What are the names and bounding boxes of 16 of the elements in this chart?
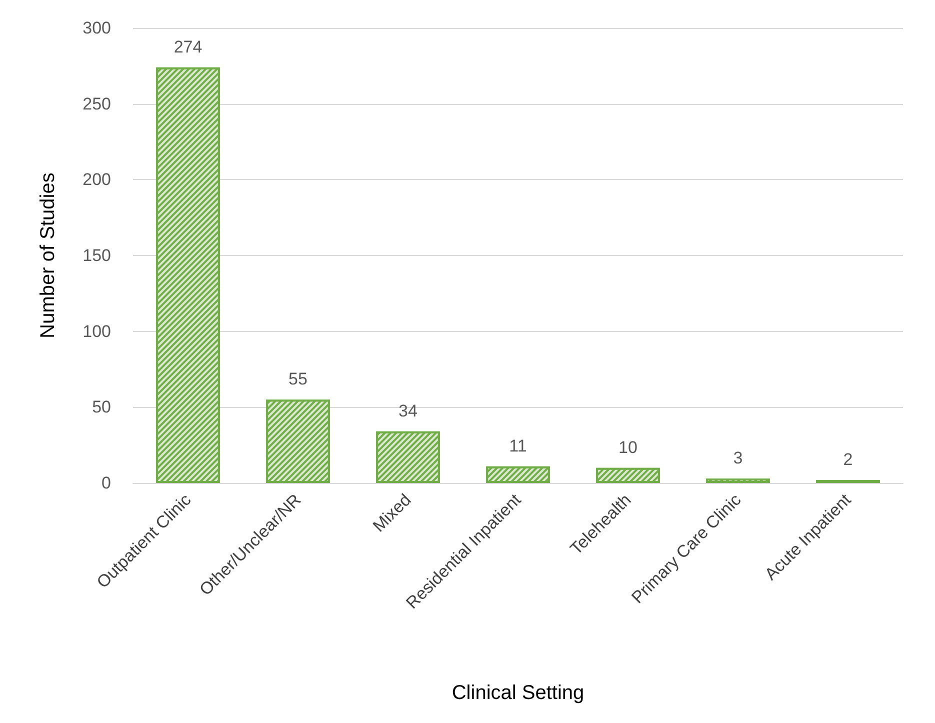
y-tick-label: 300 — [82, 18, 111, 38]
data-label: 2 — [843, 450, 853, 469]
data-label: 34 — [398, 401, 418, 420]
y-tick-label: 50 — [92, 398, 111, 417]
y-tick-label: 200 — [82, 170, 111, 190]
x-axis-title: Clinical Setting — [452, 682, 584, 704]
y-tick-label: 150 — [82, 246, 111, 265]
data-label: 274 — [174, 37, 202, 56]
y-tick-label: 0 — [102, 474, 111, 492]
data-label: 11 — [509, 436, 527, 456]
data-label: 55 — [288, 370, 308, 389]
data-label: 3 — [733, 448, 743, 468]
y-axis-title: Number of Studies — [37, 172, 59, 338]
y-tick-label: 250 — [82, 94, 111, 114]
y-tick-label: 100 — [82, 322, 111, 341]
data-label: 10 — [618, 438, 638, 457]
